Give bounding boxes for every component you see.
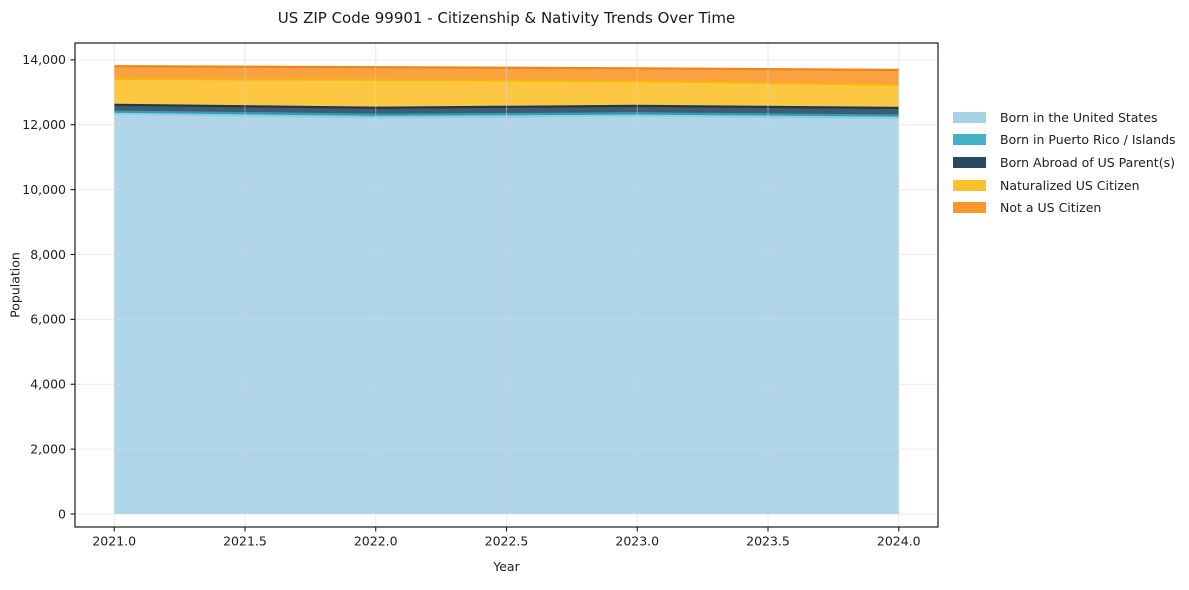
x-tick-label: 2022.0 xyxy=(354,534,398,549)
legend-label: Born in Puerto Rico / Islands xyxy=(1000,132,1176,148)
x-tick-label: 2023.0 xyxy=(615,534,659,549)
x-tick-label: 2024.0 xyxy=(877,534,921,549)
legend-label: Born in the United States xyxy=(1000,109,1158,125)
x-tick-label: 2021.5 xyxy=(223,534,267,549)
legend-swatch xyxy=(953,156,986,168)
y-axis-label: Population xyxy=(7,252,23,318)
legend-swatch xyxy=(953,111,986,123)
y-tick-label: 8,000 xyxy=(30,247,66,262)
y-tick-label: 10,000 xyxy=(22,182,66,197)
y-tick-label: 14,000 xyxy=(22,52,66,67)
y-tick-label: 2,000 xyxy=(30,441,66,456)
legend-item-born-in-puerto-rico-islands: Born in Puerto Rico / Islands xyxy=(953,129,1176,152)
legend: Born in the United States Born in Puerto … xyxy=(953,106,1176,219)
legend-item-born-abroad-of-us-parent-s: Born Abroad of US Parent(s) xyxy=(953,151,1176,174)
legend-item-naturalized-us-citizen: Naturalized US Citizen xyxy=(953,174,1176,197)
gridlines xyxy=(75,43,938,527)
legend-label: Born Abroad of US Parent(s) xyxy=(1000,154,1175,170)
y-tick-label: 6,000 xyxy=(30,312,66,327)
x-axis-label: Year xyxy=(493,559,520,574)
legend-swatch xyxy=(953,179,986,191)
tick-marks xyxy=(70,59,900,532)
chart-title: US ZIP Code 99901 - Citizenship & Nativi… xyxy=(277,9,736,27)
x-tick-label: 2021.0 xyxy=(92,534,136,549)
x-tick-label: 2022.5 xyxy=(485,534,529,549)
y-tick-label: 12,000 xyxy=(22,117,66,132)
y-tick-label: 4,000 xyxy=(30,377,66,392)
legend-label: Naturalized US Citizen xyxy=(1000,177,1140,193)
legend-swatch xyxy=(953,134,986,146)
x-tick-label: 2023.5 xyxy=(746,534,790,549)
y-tick-label: 0 xyxy=(58,506,66,521)
legend-swatch xyxy=(953,202,986,214)
legend-label: Not a US Citizen xyxy=(1000,200,1102,216)
legend-item-born-in-the-united-states: Born in the United States xyxy=(953,106,1176,129)
legend-item-not-a-us-citizen: Not a US Citizen xyxy=(953,196,1176,219)
